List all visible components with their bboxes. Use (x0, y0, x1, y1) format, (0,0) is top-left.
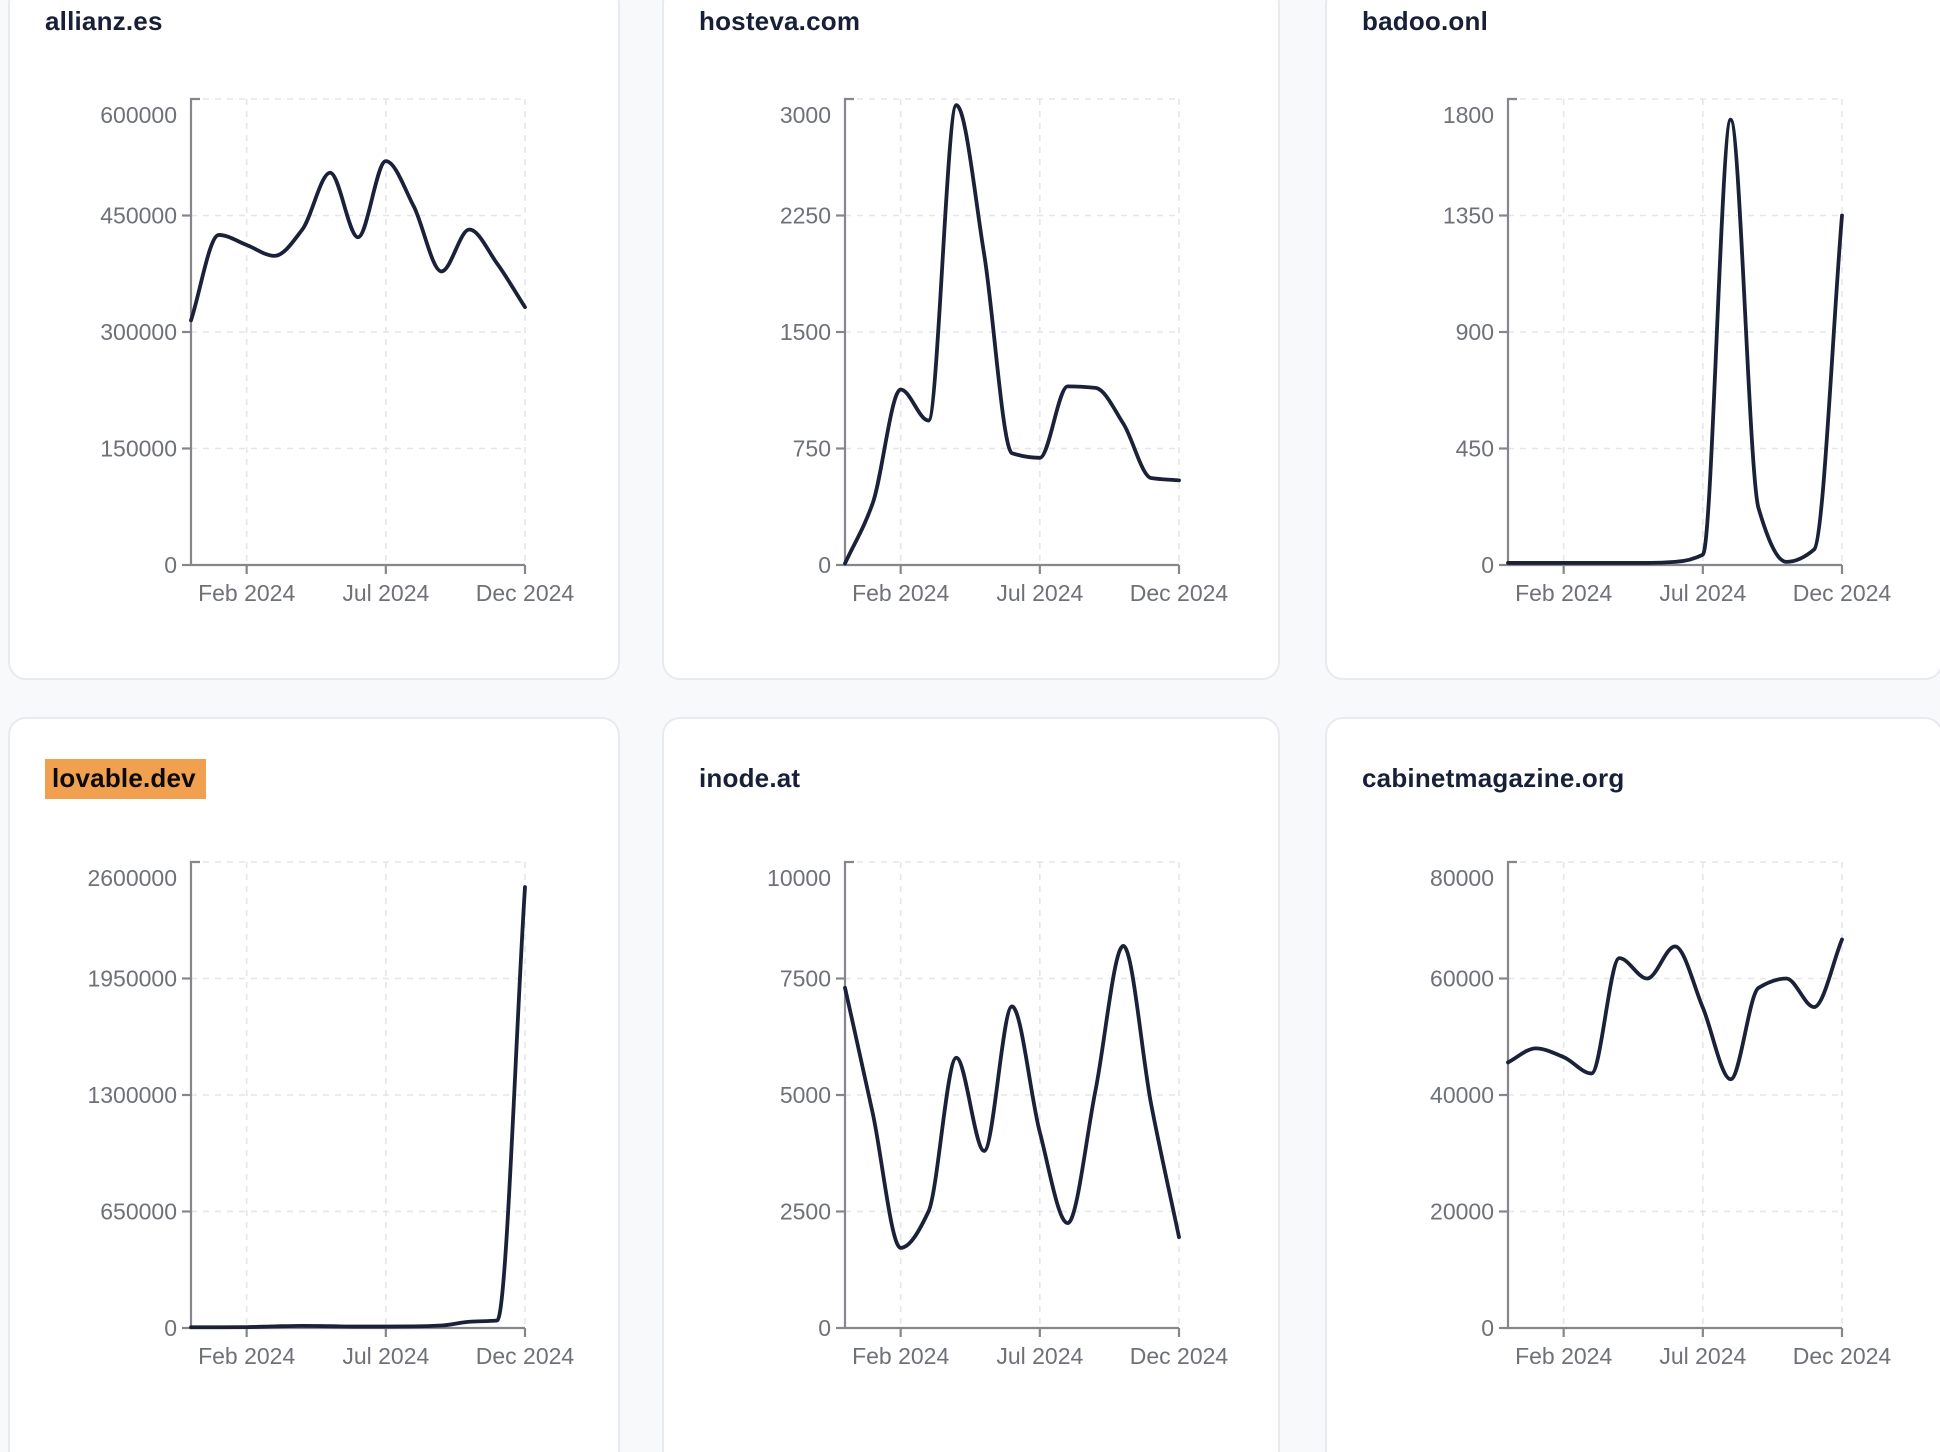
svg-text:5000: 5000 (780, 1082, 831, 1108)
svg-text:Dec 2024: Dec 2024 (1130, 580, 1229, 606)
svg-text:Feb 2024: Feb 2024 (198, 580, 295, 606)
svg-text:0: 0 (1481, 552, 1494, 578)
svg-text:1950000: 1950000 (87, 966, 177, 992)
traffic-line-chart: 0 450 900 1350 1800 Feb 2024 Jul 2024 Dec 2024 (1443, 97, 1892, 606)
svg-text:1800: 1800 (1443, 102, 1494, 128)
domain-title: cabinetmagazine.org (1362, 763, 1625, 793)
domain-title: allianz.es (45, 6, 163, 36)
traffic-line-chart: 0 20000 40000 60000 80000 Feb 2024 Jul 2024 Dec… (1430, 860, 1892, 1369)
svg-text:Jul 2024: Jul 2024 (996, 580, 1083, 606)
svg-text:80000: 80000 (1430, 865, 1494, 891)
svg-text:Feb 2024: Feb 2024 (198, 1343, 295, 1369)
domain-card-cabinetmagazine[interactable]: cabinetmagazine.org 0 20000 40000 60000 8000… (1325, 717, 1940, 1452)
svg-text:0: 0 (1481, 1315, 1494, 1341)
svg-text:Dec 2024: Dec 2024 (1793, 580, 1892, 606)
svg-text:0: 0 (164, 552, 177, 578)
svg-text:Dec 2024: Dec 2024 (1793, 1343, 1892, 1369)
domain-title: inode.at (699, 763, 801, 793)
traffic-line-chart: 0 650000 1300000 1950000 2600000 Feb 2024 Jul … (87, 860, 575, 1369)
svg-text:Feb 2024: Feb 2024 (852, 1343, 949, 1369)
svg-text:300000: 300000 (100, 319, 177, 345)
svg-text:Jul 2024: Jul 2024 (342, 1343, 429, 1369)
svg-text:Dec 2024: Dec 2024 (476, 1343, 575, 1369)
domain-card-inode[interactable]: inode.at 0 2500 5000 7500 10000 Feb 2024 Jul 2… (662, 717, 1280, 1452)
svg-text:Feb 2024: Feb 2024 (852, 580, 949, 606)
svg-text:7500: 7500 (780, 966, 831, 992)
svg-text:Jul 2024: Jul 2024 (996, 1343, 1083, 1369)
svg-text:1500: 1500 (780, 319, 831, 345)
svg-text:900: 900 (1456, 319, 1494, 345)
svg-text:Jul 2024: Jul 2024 (1659, 580, 1746, 606)
svg-text:20000: 20000 (1430, 1199, 1494, 1225)
svg-text:450: 450 (1456, 436, 1494, 462)
svg-text:0: 0 (164, 1315, 177, 1341)
svg-text:150000: 150000 (100, 436, 177, 462)
svg-text:40000: 40000 (1430, 1082, 1494, 1108)
svg-text:2600000: 2600000 (87, 865, 177, 891)
svg-text:0: 0 (818, 552, 831, 578)
svg-text:1350: 1350 (1443, 203, 1494, 229)
svg-text:Feb 2024: Feb 2024 (1515, 580, 1612, 606)
domain-card-allianz[interactable]: allianz.es 0 150000 300000 450000 600000 Feb … (8, 0, 620, 680)
traffic-line-chart: 0 2500 5000 7500 10000 Feb 2024 Jul 2024 Dec 20… (767, 860, 1229, 1369)
traffic-line-chart: 0 750 1500 2250 3000 Feb 2024 Jul 2024 Dec 2024 (780, 97, 1229, 606)
svg-text:450000: 450000 (100, 203, 177, 229)
domain-card-badoo[interactable]: badoo.onl 0 450 900 1350 1800 Feb 2024 Jul 202… (1325, 0, 1940, 680)
svg-text:60000: 60000 (1430, 966, 1494, 992)
svg-text:1300000: 1300000 (87, 1082, 177, 1108)
svg-text:750: 750 (793, 436, 831, 462)
svg-text:3000: 3000 (780, 102, 831, 128)
svg-text:Jul 2024: Jul 2024 (1659, 1343, 1746, 1369)
domain-title-highlighted: lovable.dev (45, 759, 206, 799)
traffic-line-chart: 0 150000 300000 450000 600000 Feb 2024 Jul 202… (100, 97, 575, 606)
domain-card-hosteva[interactable]: hosteva.com 0 750 1500 2250 3000 Feb 2024 Jul … (662, 0, 1280, 680)
svg-text:Feb 2024: Feb 2024 (1515, 1343, 1612, 1369)
svg-text:Dec 2024: Dec 2024 (476, 580, 575, 606)
svg-text:0: 0 (818, 1315, 831, 1341)
svg-text:Dec 2024: Dec 2024 (1130, 1343, 1229, 1369)
svg-text:2250: 2250 (780, 203, 831, 229)
svg-text:600000: 600000 (100, 102, 177, 128)
svg-text:Jul 2024: Jul 2024 (342, 580, 429, 606)
svg-text:650000: 650000 (100, 1199, 177, 1225)
domain-title: badoo.onl (1362, 6, 1488, 36)
svg-text:2500: 2500 (780, 1199, 831, 1225)
svg-text:10000: 10000 (767, 865, 831, 891)
domain-card-lovable[interactable]: lovable.dev 0 650000 1300000 1950000 2600000… (8, 717, 620, 1452)
domain-title: hosteva.com (699, 6, 861, 36)
